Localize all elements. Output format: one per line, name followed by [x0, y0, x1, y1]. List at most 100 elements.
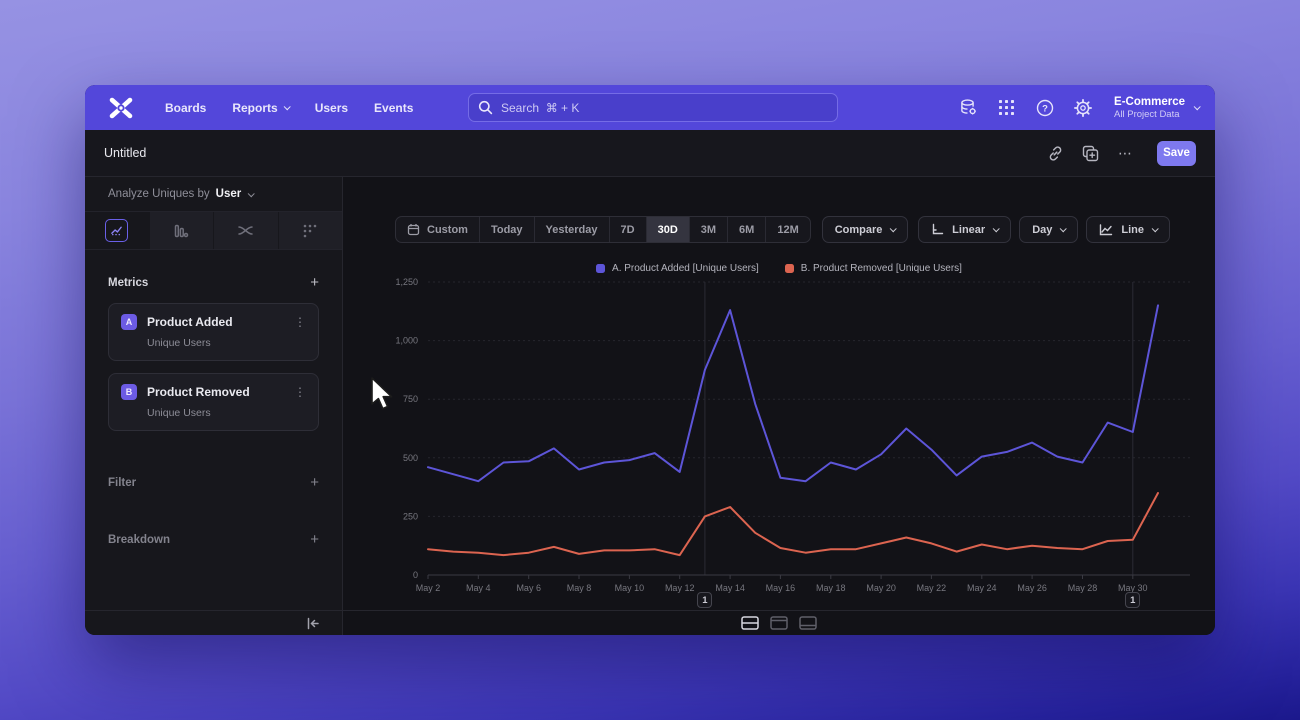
svg-text:750: 750 [403, 394, 418, 404]
search-input[interactable] [468, 93, 838, 122]
metric-aggregation[interactable]: Unique Users [147, 337, 211, 349]
compare-button[interactable]: Compare [821, 216, 909, 243]
metric-name[interactable]: Product Removed [147, 385, 250, 399]
range-12m[interactable]: 12M [765, 217, 809, 242]
annotation-badge[interactable]: 1 [1125, 592, 1141, 608]
analyze-uniques-row[interactable]: Analyze Uniques by User [85, 177, 342, 212]
metric-name[interactable]: Product Added [147, 315, 233, 329]
breakdown-section-header: Breakdown + [108, 531, 319, 548]
svg-text:?: ? [1042, 103, 1048, 114]
tab-retention[interactable] [277, 212, 342, 249]
duplicate-icon[interactable] [1081, 144, 1099, 162]
svg-text:0: 0 [413, 570, 418, 580]
nav-reports[interactable]: Reports [232, 101, 291, 115]
range-6m[interactable]: 6M [727, 217, 765, 242]
report-title[interactable]: Untitled [104, 146, 147, 160]
legend-item-b[interactable]: B. Product Removed [Unique Users] [784, 263, 962, 274]
range-today[interactable]: Today [478, 217, 534, 242]
legend-item-a[interactable]: A. Product Added [Unique Users] [596, 263, 759, 274]
bottom-bar [85, 610, 1215, 635]
chart-type-dropdown[interactable]: Line [1086, 216, 1170, 243]
analyze-label: Analyze Uniques by [108, 188, 210, 200]
date-range-segmented-control: Custom Today Yesterday 7D 30D 3M 6M 12M [395, 216, 811, 243]
svg-text:May 6: May 6 [516, 583, 541, 593]
insights-chart-icon [105, 219, 129, 242]
calendar-icon [407, 224, 420, 236]
legend-marker-b [784, 264, 794, 273]
metric-card-b[interactable]: B Product Removed ⋮ Unique Users [108, 373, 319, 431]
svg-text:May 8: May 8 [567, 583, 592, 593]
mixpanel-logo-icon[interactable] [107, 96, 135, 120]
range-yesterday[interactable]: Yesterday [533, 217, 609, 242]
tab-flows[interactable] [213, 212, 278, 249]
workspace-scope: All Project Data [1114, 109, 1180, 121]
svg-text:500: 500 [403, 453, 418, 463]
search-bar [468, 93, 838, 122]
metrics-section-header: Metrics + [108, 274, 319, 291]
metrics-label: Metrics [108, 276, 149, 289]
layout-header-top-button[interactable] [770, 616, 788, 630]
kebab-menu-icon[interactable]: ⋮ [294, 315, 306, 329]
add-breakdown-button[interactable]: + [310, 531, 319, 548]
metric-aggregation[interactable]: Unique Users [147, 407, 211, 419]
nav-events[interactable]: Events [374, 100, 414, 115]
chevron-down-icon [283, 103, 291, 111]
more-options-icon[interactable]: ⋯ [1118, 144, 1132, 161]
layout-split-rows-button[interactable] [741, 616, 759, 630]
add-filter-button[interactable]: + [310, 474, 319, 491]
app-window: Boards Reports Users Events [85, 85, 1215, 635]
data-management-icon[interactable] [959, 98, 978, 117]
nav-boards[interactable]: Boards [165, 100, 207, 115]
range-custom[interactable]: Custom [396, 217, 479, 242]
chart-legend: A. Product Added [Unique Users] B. Produ… [343, 262, 1215, 275]
nav-users[interactable]: Users [314, 100, 349, 115]
svg-text:May 10: May 10 [615, 583, 645, 593]
axis-scale-icon [932, 223, 944, 235]
funnel-bars-icon [175, 224, 189, 237]
legend-marker-a [596, 264, 606, 273]
kebab-menu-icon[interactable]: ⋮ [294, 385, 306, 399]
metric-card-a[interactable]: A Product Added ⋮ Unique Users [108, 303, 319, 361]
collapse-sidebar-icon[interactable] [306, 617, 320, 630]
chart-canvas: 0 250 500 750 1,000 1,250 May 2 May 4 May 6 May 8… [395, 277, 1190, 593]
svg-text:May 4: May 4 [466, 583, 491, 593]
svg-text:1,250: 1,250 [395, 277, 418, 287]
save-button[interactable]: Save [1157, 140, 1196, 166]
sidebar-footer [85, 611, 343, 635]
line-chart[interactable]: 0 250 500 750 1,000 1,250 May 2 May 4 May 6 May 8… [343, 277, 1215, 610]
svg-text:1,000: 1,000 [395, 336, 418, 346]
retention-dots-icon [303, 224, 317, 237]
copy-link-icon[interactable] [1046, 144, 1064, 162]
layout-footer-bottom-button[interactable] [799, 616, 817, 630]
range-7d[interactable]: 7D [608, 217, 646, 242]
tab-funnels[interactable] [148, 212, 213, 249]
apps-grid-icon[interactable] [997, 98, 1016, 117]
tab-insights[interactable] [85, 212, 149, 249]
interval-dropdown[interactable]: Day [1019, 216, 1079, 243]
annotation-badge[interactable]: 1 [697, 592, 713, 608]
settings-gear-icon[interactable] [1073, 98, 1092, 117]
svg-text:May 24: May 24 [967, 583, 997, 593]
chart-panel: Custom Today Yesterday 7D 30D 3M 6M 12M … [343, 177, 1215, 610]
breakdown-label: Breakdown [108, 533, 170, 546]
metric-badge-a: A [121, 314, 137, 330]
view-layout-toggles [343, 611, 1215, 635]
chevron-down-icon [1060, 225, 1068, 233]
svg-text:May 20: May 20 [866, 583, 896, 593]
chevron-down-icon [1193, 103, 1201, 111]
svg-text:May 22: May 22 [917, 583, 947, 593]
flows-icon [238, 226, 253, 235]
search-icon [478, 100, 493, 115]
chevron-down-icon [1151, 225, 1159, 233]
help-icon[interactable]: ? [1035, 98, 1054, 117]
add-metric-button[interactable]: + [310, 274, 319, 291]
range-3m[interactable]: 3M [688, 217, 727, 242]
range-30d-selected[interactable]: 30D [645, 217, 689, 242]
workspace-switcher[interactable]: E-Commerce All Project Data [1114, 95, 1201, 121]
svg-text:250: 250 [403, 511, 418, 521]
svg-text:May 18: May 18 [816, 583, 846, 593]
report-title-bar: Untitled ⋯ Save [85, 130, 1215, 177]
analyze-value[interactable]: User [215, 188, 242, 200]
scale-dropdown[interactable]: Linear [918, 216, 1012, 243]
